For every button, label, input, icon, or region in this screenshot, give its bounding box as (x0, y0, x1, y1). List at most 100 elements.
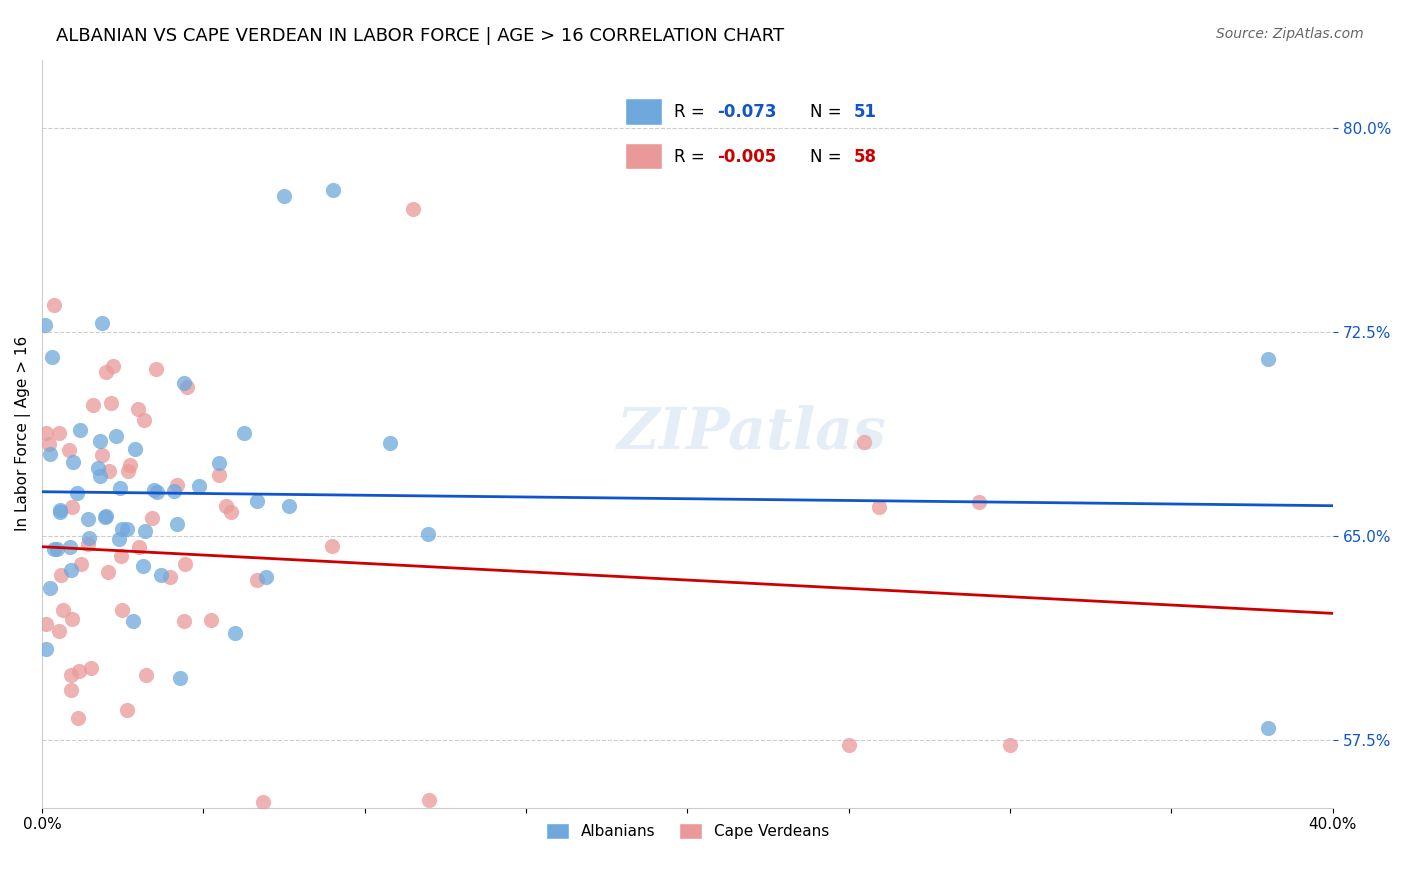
Text: ZIPatlas: ZIPatlas (617, 406, 887, 462)
Text: Source: ZipAtlas.com: Source: ZipAtlas.com (1216, 27, 1364, 41)
Point (59, 563, 82, 577)
Point (173, 376, 195, 390)
Point (145, 361, 167, 376)
Point (159, 570, 181, 584)
Point (62, 455, 84, 469)
Point (44, 541, 66, 556)
Point (110, 549, 132, 564)
Point (77, 537, 100, 551)
Point (38, 581, 60, 595)
Point (60, 612, 83, 626)
Point (174, 558, 197, 572)
Point (146, 484, 169, 499)
Point (110, 522, 132, 536)
Point (838, 738, 860, 752)
Point (59, 668, 82, 682)
Point (1257, 351, 1279, 366)
Point (101, 359, 124, 374)
Point (34, 425, 56, 440)
Point (380, 435, 402, 450)
Point (49, 503, 72, 517)
Point (97, 465, 120, 479)
Point (967, 494, 990, 508)
Point (94, 365, 117, 379)
Point (35, 617, 58, 632)
Point (163, 483, 186, 498)
Point (52, 603, 75, 617)
Point (132, 412, 155, 426)
Point (49, 505, 72, 519)
Point (141, 511, 163, 525)
Text: 51: 51 (853, 103, 877, 121)
Point (219, 505, 242, 519)
Point (59, 541, 82, 555)
Point (89, 434, 111, 448)
Point (59, 683, 82, 698)
Point (69, 557, 91, 571)
Text: 58: 58 (853, 148, 877, 166)
Point (108, 481, 131, 495)
Point (215, 499, 238, 513)
Text: -0.005: -0.005 (717, 148, 778, 166)
Point (124, 442, 146, 456)
Point (132, 559, 155, 574)
Y-axis label: In Labor Force | Age > 16: In Labor Force | Age > 16 (15, 336, 31, 532)
Point (278, 499, 301, 513)
Point (135, 668, 157, 682)
Point (852, 435, 875, 450)
Point (115, 522, 138, 536)
Point (77, 531, 100, 545)
Point (48, 425, 70, 440)
Point (402, 202, 425, 217)
Text: ALBANIAN VS CAPE VERDEAN IN LABOR FORCE | AGE > 16 CORRELATION CHART: ALBANIAN VS CAPE VERDEAN IN LABOR FORCE … (56, 27, 785, 45)
Point (69, 423, 91, 437)
Point (232, 425, 254, 440)
Point (35, 642, 58, 657)
Point (121, 614, 143, 628)
Point (111, 603, 134, 617)
Point (91, 448, 114, 462)
Point (418, 792, 440, 806)
Point (273, 188, 295, 202)
Point (107, 533, 129, 547)
Point (51, 567, 73, 582)
Point (105, 429, 128, 443)
Point (998, 738, 1021, 752)
Point (94, 509, 117, 524)
Point (42, 298, 65, 312)
Point (142, 483, 165, 497)
Point (166, 516, 188, 531)
Point (117, 464, 139, 478)
Point (166, 478, 188, 492)
Legend: Albanians, Cape Verdeans: Albanians, Cape Verdeans (540, 817, 835, 845)
Point (34, 318, 56, 333)
Point (120, 458, 142, 472)
Point (87, 460, 110, 475)
Point (94, 510, 117, 524)
Point (246, 573, 269, 587)
Point (38, 447, 60, 461)
Point (1257, 721, 1279, 735)
Point (187, 479, 209, 493)
Point (254, 570, 277, 584)
Point (62, 500, 84, 514)
Point (48, 624, 70, 638)
Point (58, 443, 80, 458)
Point (321, 539, 343, 553)
Point (868, 500, 890, 514)
Point (200, 613, 222, 627)
Point (127, 401, 149, 416)
Point (150, 568, 173, 582)
Point (67, 711, 90, 725)
Point (38, 437, 60, 451)
Point (128, 540, 150, 554)
Point (173, 615, 195, 629)
Point (169, 671, 191, 685)
Bar (624, 98, 662, 125)
Text: R =: R = (675, 103, 710, 121)
Point (416, 526, 439, 541)
Point (90, 316, 112, 330)
Point (62, 814, 84, 829)
Point (134, 524, 156, 538)
Point (77, 512, 100, 526)
